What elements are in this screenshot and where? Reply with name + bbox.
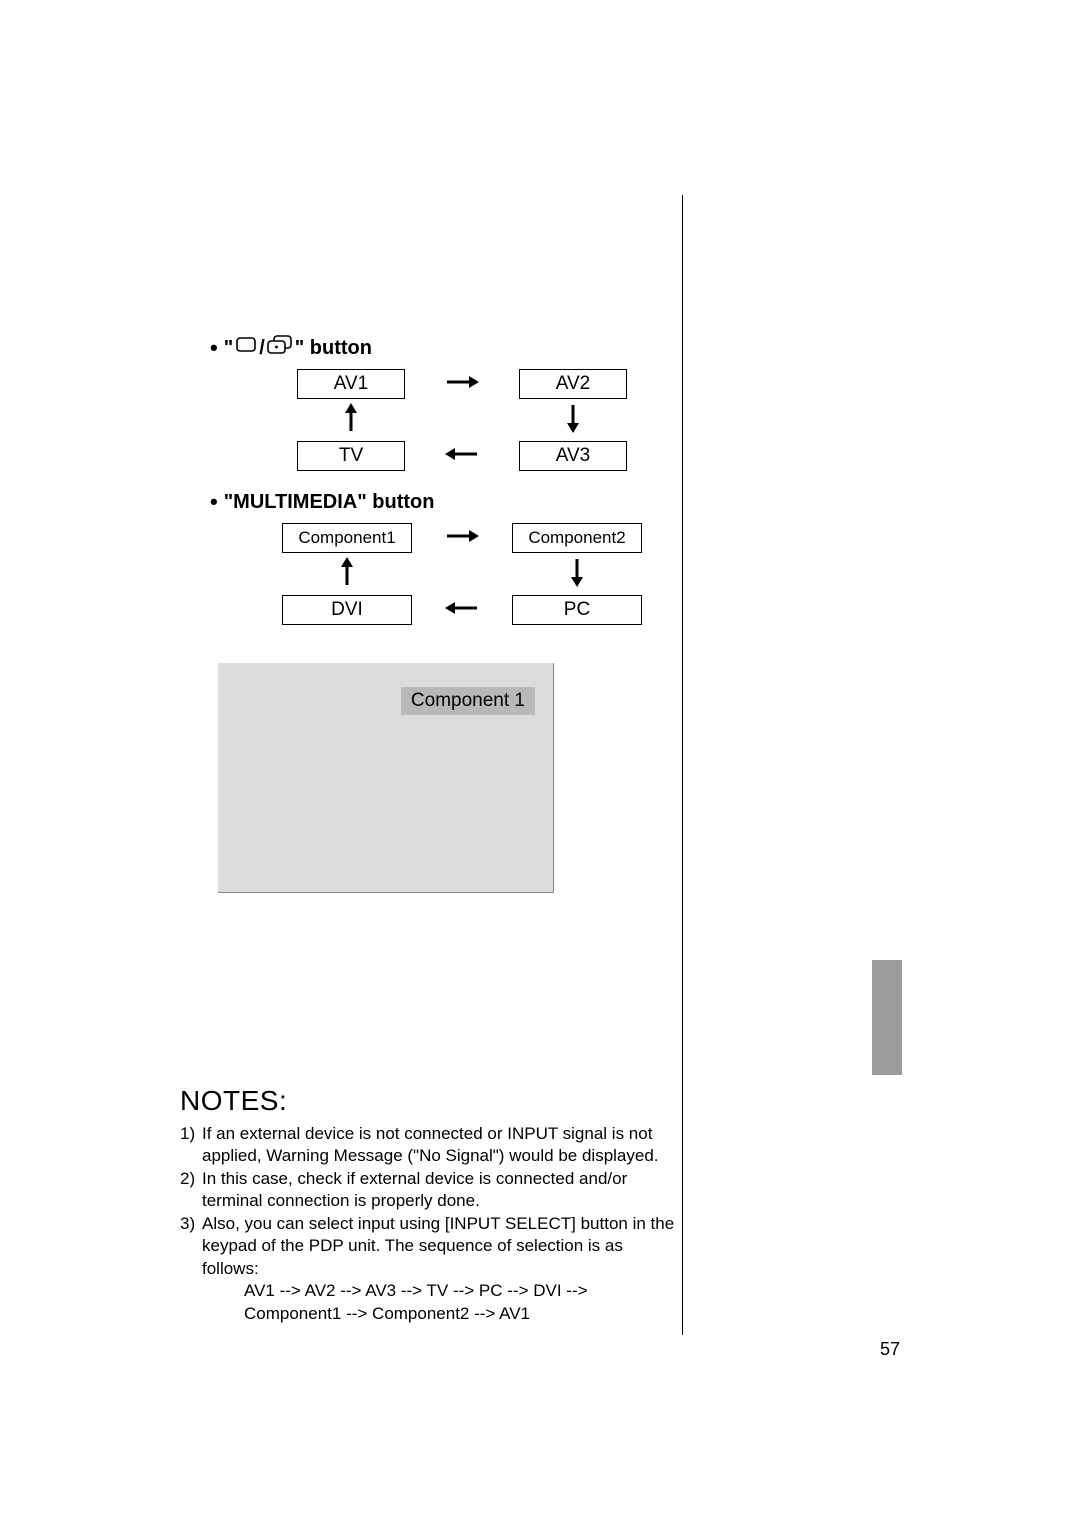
screen-osd-badge: Component 1 — [401, 687, 535, 715]
section2-heading: • "MULTIMEDIA" button — [210, 489, 670, 515]
section2-label: "MULTIMEDIA" button — [224, 491, 435, 514]
tv-icon — [235, 336, 257, 360]
note-text: If an external device is not connected o… — [202, 1123, 680, 1168]
arrow-left-icon — [438, 445, 486, 468]
arrow-up-icon — [282, 557, 412, 591]
arrow-right-icon — [438, 527, 486, 550]
av-cycle-diagram: AV1 AV2 TV AV3 — [297, 369, 627, 471]
notes-section: NOTES: 1) If an external device is not c… — [180, 1085, 680, 1325]
box-component2: Component2 — [512, 523, 642, 553]
box-av3: AV3 — [519, 441, 627, 471]
bullet-icon: • — [210, 335, 218, 361]
vertical-rule — [682, 195, 683, 1335]
slash: / — [259, 337, 265, 360]
box-av1: AV1 — [297, 369, 405, 399]
arrow-down-icon — [512, 557, 642, 591]
bullet-icon: • — [210, 489, 218, 515]
note-item: 2) In this case, check if external devic… — [180, 1168, 680, 1213]
note-number: 3) — [180, 1213, 202, 1280]
note-text: Also, you can select input using [INPUT … — [202, 1213, 680, 1280]
input-icon — [267, 335, 293, 361]
notes-heading: NOTES: — [180, 1085, 680, 1117]
note-number: 2) — [180, 1168, 202, 1213]
multimedia-cycle-diagram: Component1 Component2 DVI PC — [282, 523, 642, 625]
notes-list: 1) If an external device is not connecte… — [180, 1123, 680, 1280]
note-item: 1) If an external device is not connecte… — [180, 1123, 680, 1168]
box-component1: Component1 — [282, 523, 412, 553]
arrow-up-icon — [297, 403, 405, 437]
page-number: 57 — [880, 1339, 900, 1360]
side-tab — [872, 960, 902, 1075]
arrow-left-icon — [438, 599, 486, 622]
box-pc: PC — [512, 595, 642, 625]
box-dvi: DVI — [282, 595, 412, 625]
content-area: • " / " button AV1 AV2 — [210, 335, 670, 893]
note-item: 3) Also, you can select input using [INP… — [180, 1213, 680, 1280]
arrow-right-icon — [438, 373, 486, 396]
box-tv: TV — [297, 441, 405, 471]
box-av2: AV2 — [519, 369, 627, 399]
sequence-line: AV1 --> AV2 --> AV3 --> TV --> PC --> DV… — [244, 1280, 680, 1302]
section1-heading: • " / " button — [210, 335, 670, 361]
page: 57 • " / " button AV1 AV2 — [0, 0, 1080, 1525]
note-text: In this case, check if external device i… — [202, 1168, 680, 1213]
quote-close-and-word: " button — [295, 337, 372, 360]
quote-open: " — [224, 337, 233, 360]
arrow-down-icon — [519, 403, 627, 437]
screen-preview: Component 1 — [218, 663, 554, 893]
sequence-line: Component1 --> Component2 --> AV1 — [244, 1303, 680, 1325]
note-number: 1) — [180, 1123, 202, 1168]
